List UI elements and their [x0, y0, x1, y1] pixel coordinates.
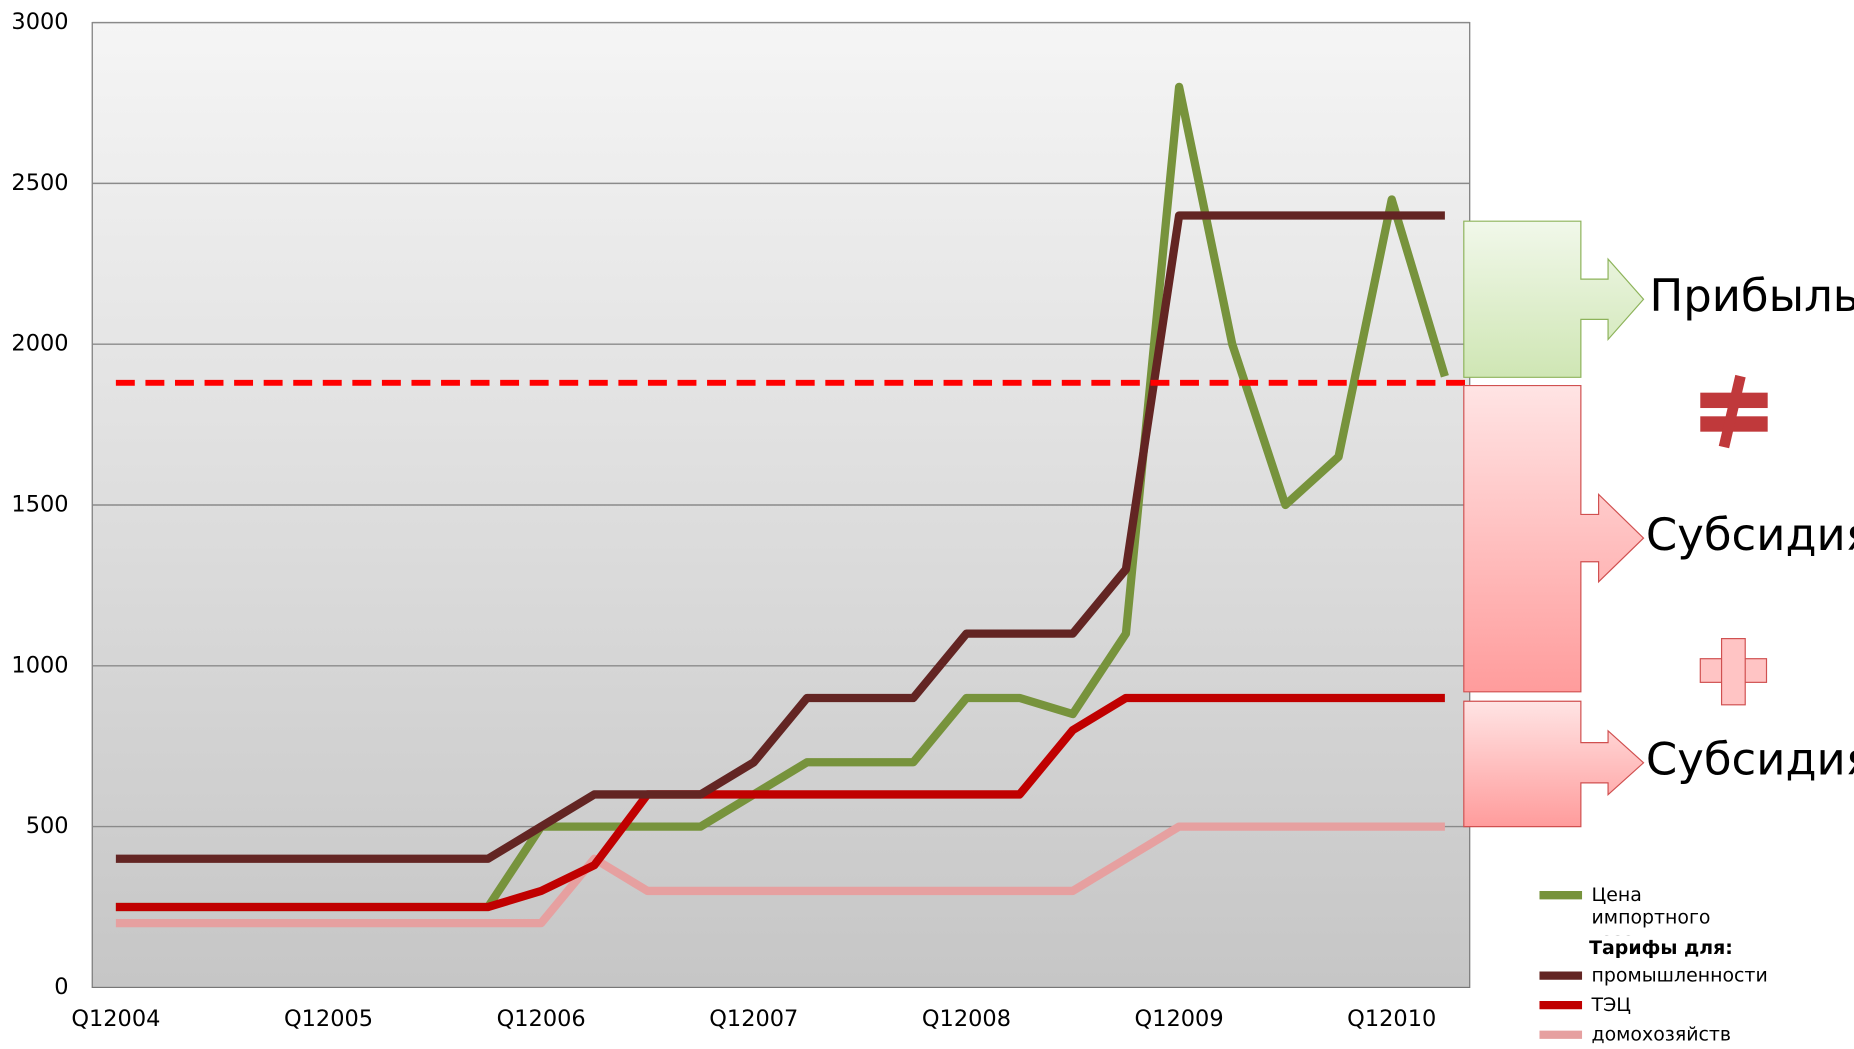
y-tick-label: 500: [26, 813, 69, 839]
legend-label: домохозяйств: [1591, 1022, 1732, 1046]
x-tick-label: Q12004: [71, 1006, 160, 1032]
x-tick-label: Q12008: [922, 1006, 1011, 1032]
y-tick-label: 2000: [11, 331, 68, 357]
legend-label: ТЭЦ: [1591, 993, 1631, 1016]
x-tick-label: Q12005: [284, 1006, 373, 1032]
annotation: Субсидия: [1646, 508, 1854, 561]
x-tick-label: Q12010: [1347, 1006, 1436, 1032]
not-equal-sign: [1700, 374, 1768, 449]
series-line: [115, 822, 1445, 928]
series-line: [115, 693, 1445, 912]
y-tick-label: 3000: [11, 9, 68, 35]
y-tick-label: 2500: [11, 170, 68, 196]
x-tick-label: Q12007: [709, 1006, 798, 1032]
legend-text: ТЭЦ: [1591, 993, 1631, 1016]
x-tick-label: Q12009: [1135, 1006, 1224, 1032]
y-tick-label: 1000: [11, 652, 68, 678]
annotation: Прибыль: [1649, 269, 1854, 322]
x-tick-label: Q12006: [497, 1006, 586, 1032]
subsidy-arrow-box: [1463, 700, 1645, 828]
annotation: Субсидия: [1646, 733, 1854, 786]
legend-label: Цена импортного газа: [1591, 883, 1711, 935]
y-tick-label: 1500: [11, 491, 68, 517]
plus-sign: [1699, 638, 1768, 706]
legend-text: промышленности: [1591, 963, 1768, 987]
legend-header: Тарифы для:: [1589, 937, 1733, 959]
legend-label: промышленности: [1591, 963, 1768, 987]
series-line: [115, 211, 1445, 863]
subsidy-arrow-box: [1463, 384, 1645, 693]
profit-arrow-box: [1463, 220, 1645, 378]
legend-text: домохозяйств: [1591, 1022, 1732, 1046]
y-tick-label: 0: [54, 974, 68, 1000]
legend-text: Цена импортного газа: [1591, 883, 1711, 935]
